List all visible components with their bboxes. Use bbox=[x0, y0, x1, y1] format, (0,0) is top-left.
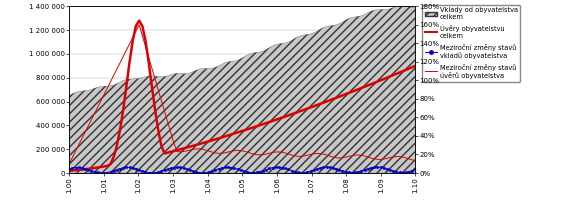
Legend: Vklady od obyvatelstva
celkem, Úvěry obyvatelstvu
celkem, Meziroční změny stavů
: Vklady od obyvatelstva celkem, Úvěry oby… bbox=[422, 5, 520, 82]
